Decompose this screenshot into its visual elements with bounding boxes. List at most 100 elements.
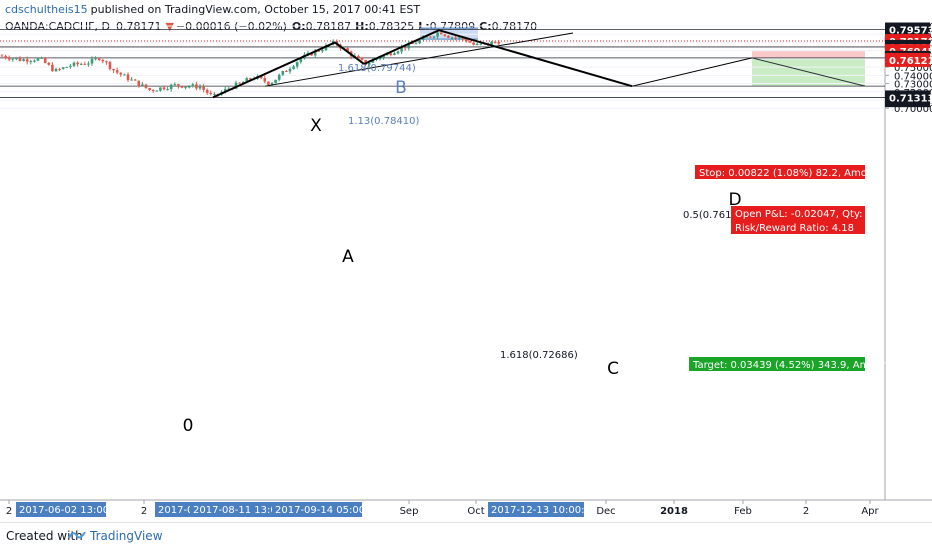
- candle-body: [465, 38, 468, 42]
- pattern-leg-BC: [438, 29, 633, 88]
- candle-body: [213, 93, 216, 95]
- candle-body: [238, 82, 241, 84]
- candle-body: [454, 37, 457, 39]
- target-tag-bg: [689, 357, 865, 371]
- candle-body: [47, 62, 51, 65]
- price-tag-0: 0.79573: [889, 26, 932, 37]
- time-tick-label-5: 2018: [660, 506, 688, 517]
- candle-body: [115, 70, 119, 73]
- price-tag-8: 0.71313: [889, 93, 932, 104]
- time-highlight-label-0: 2017-06-02 13:00:00: [19, 505, 125, 516]
- candle-body: [169, 84, 173, 90]
- tradingview-logo-icon: [68, 531, 86, 539]
- candle-body: [281, 71, 285, 75]
- candle-body: [411, 42, 414, 44]
- candle-body: [447, 35, 450, 38]
- candle-body: [69, 65, 72, 67]
- candle-body: [421, 36, 425, 41]
- fib-label-0: 1.618(0.79744): [338, 63, 416, 74]
- footer-bar: Created with TradingView: [0, 522, 932, 551]
- price-tag-bg-8: [885, 90, 930, 105]
- candle-body: [393, 53, 396, 55]
- candle-body: [490, 41, 493, 45]
- candle-body: [357, 55, 360, 58]
- candle-body: [249, 78, 252, 80]
- candle-body: [94, 58, 97, 60]
- candle-body: [76, 62, 79, 65]
- candle-body: [33, 60, 36, 62]
- time-tick-label-2: Sep: [400, 506, 419, 517]
- candle-body: [461, 37, 465, 39]
- candle-body: [439, 32, 443, 35]
- created-with-text: Created with: [6, 529, 83, 543]
- tradingview-brand: TradingView: [90, 529, 163, 543]
- candle-body: [400, 47, 403, 52]
- time-highlight-bg-0: [16, 502, 106, 517]
- candle-body: [479, 43, 483, 45]
- risk-zone: [752, 51, 865, 58]
- candle-body: [360, 57, 364, 60]
- time-tick-label-4: Dec: [596, 506, 615, 517]
- price-tick-label-10: 0.70000: [894, 104, 932, 115]
- candle-body: [270, 83, 274, 85]
- candle-body: [123, 74, 126, 76]
- open-pnl-tag-bg: [731, 206, 865, 220]
- pattern-point-d: D: [728, 190, 741, 210]
- candle-body: [101, 59, 105, 62]
- candle-body: [436, 32, 439, 37]
- candle-body: [184, 86, 187, 88]
- candle-body: [324, 45, 328, 51]
- time-highlight-bg-4: [488, 502, 584, 517]
- price-tick-label-7: 0.73000: [894, 80, 932, 91]
- candle-body: [22, 59, 25, 62]
- candle-body: [313, 50, 317, 56]
- candle-body: [367, 62, 371, 65]
- candle-body: [292, 66, 295, 69]
- candle-body: [299, 58, 303, 62]
- candle-body: [382, 55, 385, 59]
- stop-tag: Stop: 0.00822 (1.08%) 82.2, Amount: [699, 168, 884, 179]
- candle-body: [241, 81, 245, 83]
- candle-body: [141, 84, 144, 87]
- candle-body: [191, 84, 195, 87]
- candle-body: [267, 81, 270, 85]
- pattern-point-x: X: [310, 116, 322, 136]
- candle-body: [407, 42, 411, 49]
- candle-body: [108, 62, 112, 69]
- chart-canvas[interactable]: cdschultheis15 published on TradingView.c…: [0, 0, 932, 522]
- candle-body: [40, 57, 43, 59]
- candle-body: [223, 89, 227, 93]
- time-highlight-label-3: 2017-09-14 05:00:00: [275, 505, 381, 516]
- author-name: cdschultheis15: [5, 3, 88, 16]
- time-highlight-bg-1: [155, 502, 191, 517]
- candle-body: [187, 86, 191, 88]
- candle-body: [425, 36, 429, 38]
- candle-body: [4, 56, 7, 59]
- candle-body: [234, 82, 238, 89]
- fib-label-1: 1.13(0.78410): [348, 116, 420, 127]
- candle-body: [295, 61, 299, 67]
- candle-body: [51, 64, 54, 72]
- candle-body: [263, 78, 267, 82]
- candle-body: [432, 36, 436, 38]
- candle-body: [87, 63, 90, 65]
- stop-tag-bg: [695, 165, 865, 179]
- pattern-point-zero: 0: [183, 416, 194, 436]
- candle-body: [321, 50, 324, 52]
- pattern-point-b: B: [395, 78, 407, 98]
- candle-body: [72, 62, 76, 66]
- candle-body: [97, 58, 101, 60]
- candle-body: [371, 59, 375, 63]
- time-highlight-bg-2: [190, 502, 272, 517]
- candle-body: [497, 42, 501, 44]
- candle-body: [195, 84, 198, 89]
- candle-body: [285, 71, 288, 73]
- trendline: [264, 32, 574, 87]
- candle-body: [310, 52, 313, 56]
- pattern-leg-0X: [212, 41, 336, 99]
- candle-body: [177, 84, 180, 87]
- candle-body: [61, 67, 65, 69]
- candle-body: [105, 61, 108, 63]
- price-tick-label-5: 0.75000: [894, 63, 932, 74]
- candle-body: [346, 48, 349, 52]
